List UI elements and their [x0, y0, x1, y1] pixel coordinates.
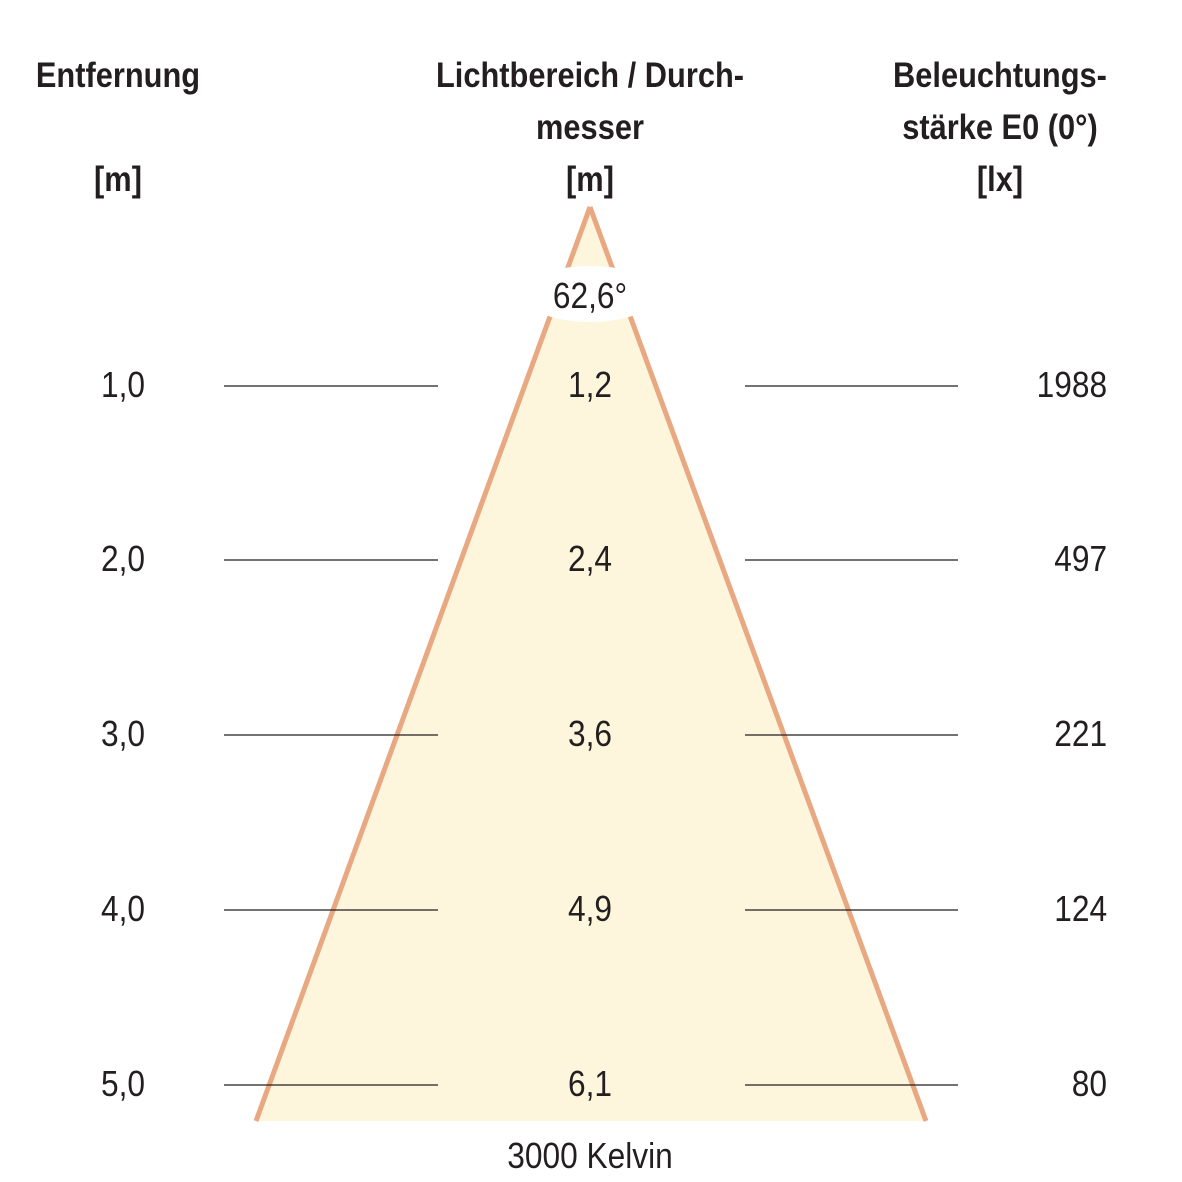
header-distance-unit: [m] — [94, 160, 142, 199]
header-diameter-label-2: messer — [536, 108, 644, 147]
color-temperature-label: 3000 Kelvin — [507, 1135, 673, 1176]
distance-value: 3,0 — [100, 713, 145, 754]
header-illuminance: Beleuchtungs- stärke E0 (0°) [lx] — [868, 50, 1132, 206]
beam-angle-label: 62,6° — [552, 275, 628, 316]
diameter-value: 4,9 — [567, 888, 613, 929]
header-illuminance-unit: [lx] — [976, 160, 1024, 199]
illuminance-value: 1988 — [1036, 364, 1107, 405]
distance-value: 4,0 — [100, 888, 145, 929]
header-illuminance-label-2: stärke E0 (0°) — [902, 108, 1098, 147]
diameter-value: 1,2 — [567, 364, 613, 405]
header-distance-label: Entfernung — [35, 56, 201, 95]
distance-value: 2,0 — [100, 538, 145, 579]
header-diameter-label-1: Lichtbereich / Durch- — [435, 56, 745, 95]
angle-label-background — [522, 266, 658, 322]
diameter-value: 2,4 — [567, 538, 613, 579]
illuminance-value: 221 — [1054, 713, 1107, 754]
illuminance-value: 497 — [1054, 538, 1107, 579]
cone-edge-right — [587, 206, 929, 1122]
distance-value: 1,0 — [100, 364, 145, 405]
header-diameter-unit: [m] — [566, 160, 614, 199]
header-diameter: Lichtbereich / Durch- messer [m] — [414, 50, 766, 206]
distance-value: 5,0 — [100, 1063, 145, 1104]
header-distance: Entfernung [m] — [14, 50, 222, 206]
illuminance-value: 124 — [1054, 888, 1107, 929]
illuminance-value: 80 — [1071, 1063, 1107, 1104]
light-cone — [256, 207, 926, 1121]
diameter-value: 6,1 — [567, 1063, 613, 1104]
cone-edge-left — [253, 206, 593, 1122]
diameter-value: 3,6 — [567, 713, 613, 754]
header-illuminance-label-1: Beleuchtungs- — [893, 56, 1107, 95]
